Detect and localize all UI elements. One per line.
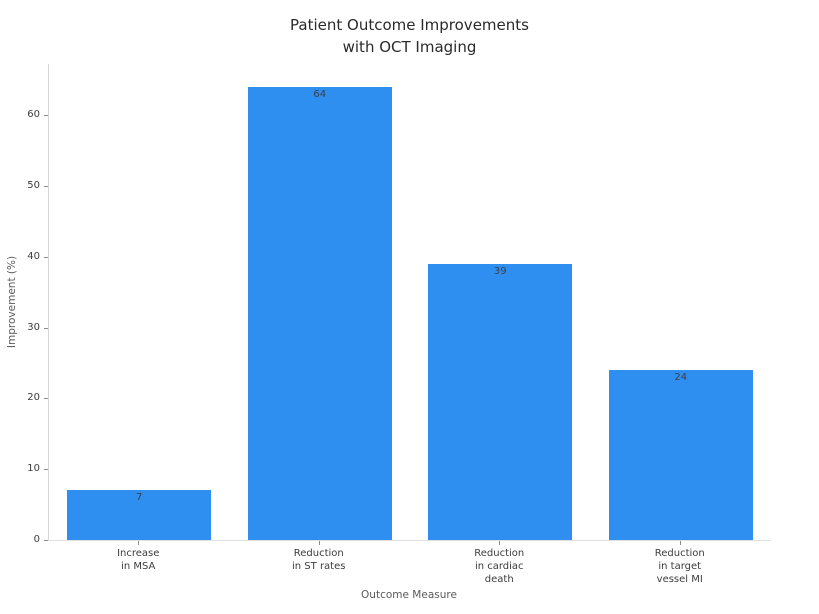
y-tick-mark bbox=[44, 327, 48, 329]
y-tick-mark bbox=[44, 115, 48, 116]
x-tick-label: Increase in MSA bbox=[117, 548, 160, 572]
x-tick-mark bbox=[138, 541, 140, 545]
x-axis-title: Outcome Measure bbox=[361, 589, 457, 601]
y-tick-label: 20 bbox=[27, 392, 40, 404]
y-tick-label: 10 bbox=[27, 463, 40, 475]
y-tick-label: 50 bbox=[27, 179, 40, 191]
bar: 39 bbox=[428, 263, 573, 540]
bar-value-label: 7 bbox=[136, 492, 143, 504]
y-axis-title: Improvement (%) bbox=[6, 255, 18, 349]
y-tick-label: 0 bbox=[33, 534, 40, 545]
x-tick-mark bbox=[679, 541, 681, 545]
bar: 64 bbox=[247, 86, 392, 540]
y-tick-label: 60 bbox=[27, 109, 40, 120]
x-tick-label: Reduction in ST rates bbox=[292, 548, 346, 572]
y-tick-mark bbox=[44, 469, 48, 471]
y-tick-label: 40 bbox=[27, 250, 40, 262]
bar-value-label: 39 bbox=[493, 265, 507, 277]
x-tick-mark bbox=[499, 541, 501, 545]
y-tick-mark bbox=[44, 185, 48, 187]
bar-value-label: 64 bbox=[313, 88, 327, 100]
bar-value-label: 24 bbox=[674, 372, 688, 383]
x-tick-mark bbox=[318, 541, 320, 545]
y-tick-mark bbox=[44, 540, 48, 541]
x-tick-label: Reduction in target vessel MI bbox=[654, 548, 705, 585]
y-tick-mark bbox=[44, 398, 48, 400]
bar: 7 bbox=[67, 490, 212, 540]
x-tick-label: Reduction in cardiac death bbox=[474, 548, 525, 585]
y-tick-mark bbox=[44, 256, 48, 258]
plot-area: 7 64 39 24 bbox=[48, 64, 771, 541]
bar: 24 bbox=[608, 370, 753, 540]
chart-title: Patient Outcome Improvements with OCT Im… bbox=[290, 16, 529, 56]
y-tick-label: 30 bbox=[27, 321, 40, 333]
